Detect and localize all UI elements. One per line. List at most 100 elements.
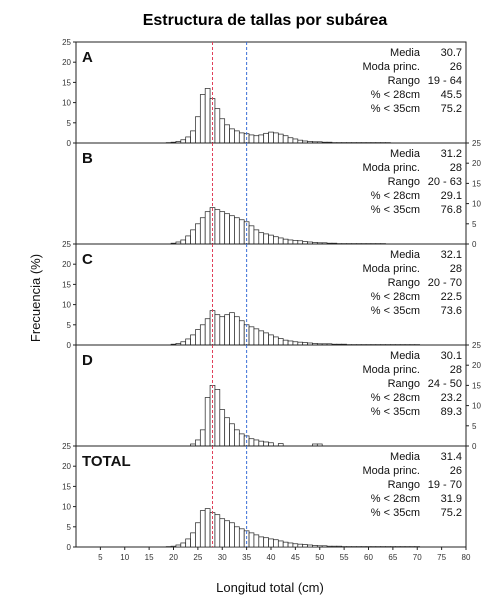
y-tick-label: 5 <box>472 220 477 229</box>
y-tick-label: 5 <box>67 321 72 330</box>
stat-value-pct28: 23.2 <box>441 392 462 404</box>
histogram-bar <box>248 326 255 346</box>
y-tick-label: 10 <box>472 402 481 411</box>
histogram-bar <box>224 314 230 346</box>
histogram-bar <box>263 132 269 144</box>
y-tick-label: 15 <box>472 381 481 390</box>
histogram-bar <box>248 134 255 144</box>
histogram-bar <box>292 138 299 144</box>
stat-label-pct28: % < 28cm <box>371 190 420 202</box>
histogram-bar <box>234 130 240 144</box>
panel-d: 0 5 10 15 20 25 D Media 30.1 Moda princ. 28 Rango 24… <box>75 341 481 451</box>
y-tick-label: 10 <box>62 99 71 108</box>
y-tick-label: 20 <box>62 462 71 471</box>
x-tick-label: 50 <box>315 553 324 562</box>
y-tick-label: 20 <box>62 58 71 67</box>
stat-label-rango: Rango <box>388 378 420 390</box>
y-tick-label: 5 <box>472 422 477 431</box>
stat-value-moda: 26 <box>450 465 462 477</box>
stat-value-pct28: 45.5 <box>441 89 462 101</box>
histogram-bar <box>234 217 240 245</box>
histogram-bar <box>263 537 269 548</box>
histogram-bar <box>248 532 255 548</box>
histogram-bar <box>263 441 269 447</box>
stat-value-rango: 20 - 70 <box>428 277 462 289</box>
y-tick-label: 25 <box>62 240 71 249</box>
y-tick-label: 20 <box>62 260 71 269</box>
panel-label: D <box>82 352 93 369</box>
stat-value-rango: 24 - 50 <box>428 378 462 390</box>
histogram-bar <box>282 135 289 144</box>
stat-value-media: 30.7 <box>441 47 462 59</box>
histogram-bar <box>229 312 235 346</box>
histogram-bar <box>307 544 313 548</box>
y-tick-label: 15 <box>62 78 71 87</box>
stat-label-moda: Moda princ. <box>363 61 420 73</box>
histogram-bar <box>199 94 206 144</box>
y-tick-label: 25 <box>62 38 71 47</box>
histogram-bar <box>253 534 260 548</box>
y-axis-label: Frecuencia (%) <box>28 254 43 342</box>
histogram-bar <box>204 318 211 346</box>
y-tick-label: 20 <box>472 159 481 168</box>
stat-value-media: 31.4 <box>441 451 462 463</box>
histogram-bar <box>195 116 201 144</box>
histogram-bar <box>190 229 196 245</box>
stat-value-rango: 19 - 70 <box>428 479 462 491</box>
histogram-bar <box>199 217 206 245</box>
histogram-bar <box>214 108 221 144</box>
histogram-bar <box>292 543 299 548</box>
histogram-bar <box>258 134 265 144</box>
histogram-bar <box>180 542 187 548</box>
stat-value-pct35: 76.8 <box>441 204 462 216</box>
histogram-bar <box>287 542 294 548</box>
histogram-bar <box>277 237 284 245</box>
stat-value-pct28: 22.5 <box>441 291 462 303</box>
histogram-bar <box>302 544 308 548</box>
stat-value-moda: 28 <box>450 263 462 275</box>
stat-value-moda: 28 <box>450 162 462 174</box>
histogram-bar <box>204 211 211 245</box>
panel-label: TOTAL <box>82 453 131 470</box>
y-tick-label: 25 <box>472 341 481 350</box>
histogram-bar <box>238 528 245 548</box>
stat-value-pct35: 89.3 <box>441 406 462 418</box>
x-tick-label: 45 <box>291 553 300 562</box>
panel-label: C <box>82 251 93 268</box>
panels-group: 0 5 10 15 20 25 A Media 30.7 Moda princ. 26 Rango 19… <box>62 38 481 562</box>
histogram-bar <box>229 522 235 548</box>
panel-total: 0 5 10 15 20 25 TOTAL Media 31.4 Moda princ. 26 Ran… <box>62 442 467 552</box>
histogram-bar <box>214 314 221 346</box>
histogram-bar <box>190 532 196 548</box>
histogram-bar <box>195 223 201 245</box>
histogram-bar <box>175 544 182 548</box>
histogram-bar <box>277 338 284 346</box>
histogram-bar <box>253 328 260 346</box>
histogram-bar <box>219 409 226 447</box>
y-tick-label: 15 <box>472 179 481 188</box>
panel-a: 0 5 10 15 20 25 A Media 30.7 Moda princ. 26 Rango 19… <box>62 38 467 148</box>
stat-label-media: Media <box>390 451 421 463</box>
x-axis-label: Longitud total (cm) <box>216 580 324 595</box>
stat-label-rango: Rango <box>388 75 420 87</box>
stat-label-pct28: % < 28cm <box>371 392 420 404</box>
histogram-bar <box>316 545 323 548</box>
histogram-bar <box>273 336 279 346</box>
histogram-bar <box>258 330 265 346</box>
stat-label-pct28: % < 28cm <box>371 291 420 303</box>
histogram-bar <box>229 423 235 447</box>
x-tick-label: 35 <box>242 553 251 562</box>
histogram-bar <box>195 522 201 548</box>
histogram-bar <box>234 429 240 447</box>
histogram-bar <box>234 526 240 548</box>
histogram-bar <box>180 239 187 245</box>
x-tick-label: 10 <box>120 553 129 562</box>
histogram-bar <box>287 340 294 346</box>
histogram-bar <box>277 133 284 144</box>
histogram-bar <box>204 88 211 144</box>
y-tick-label: 0 <box>472 442 477 451</box>
stat-label-rango: Rango <box>388 176 420 188</box>
stat-value-moda: 26 <box>450 61 462 73</box>
histogram-bar <box>326 545 333 548</box>
